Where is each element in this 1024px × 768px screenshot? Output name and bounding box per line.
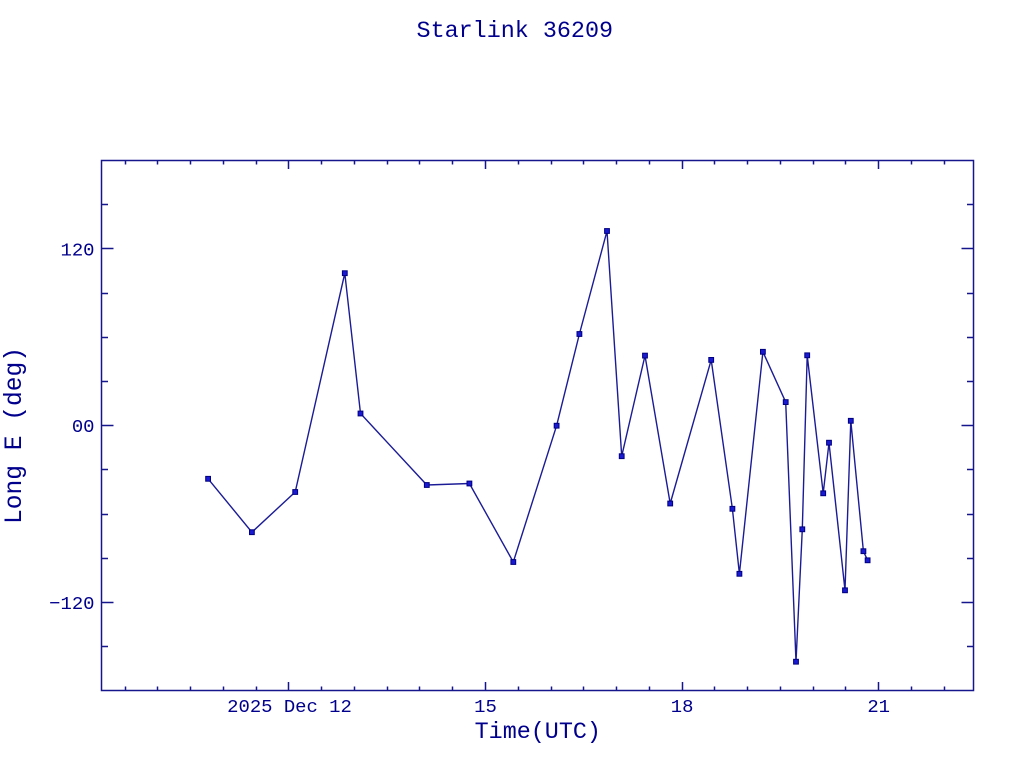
svg-text:−120: −120 xyxy=(49,593,94,615)
svg-text:Long E (deg): Long E (deg) xyxy=(2,347,29,524)
svg-text:Time(UTC): Time(UTC) xyxy=(475,720,601,746)
svg-text:Starlink 36209: Starlink 36209 xyxy=(417,19,614,45)
svg-text:120: 120 xyxy=(60,239,94,261)
svg-text:00: 00 xyxy=(72,416,95,438)
svg-text:18: 18 xyxy=(671,696,694,718)
svg-text:21: 21 xyxy=(867,696,890,718)
svg-text:15: 15 xyxy=(474,696,497,718)
svg-text:2025 Dec 12: 2025 Dec 12 xyxy=(227,696,352,718)
